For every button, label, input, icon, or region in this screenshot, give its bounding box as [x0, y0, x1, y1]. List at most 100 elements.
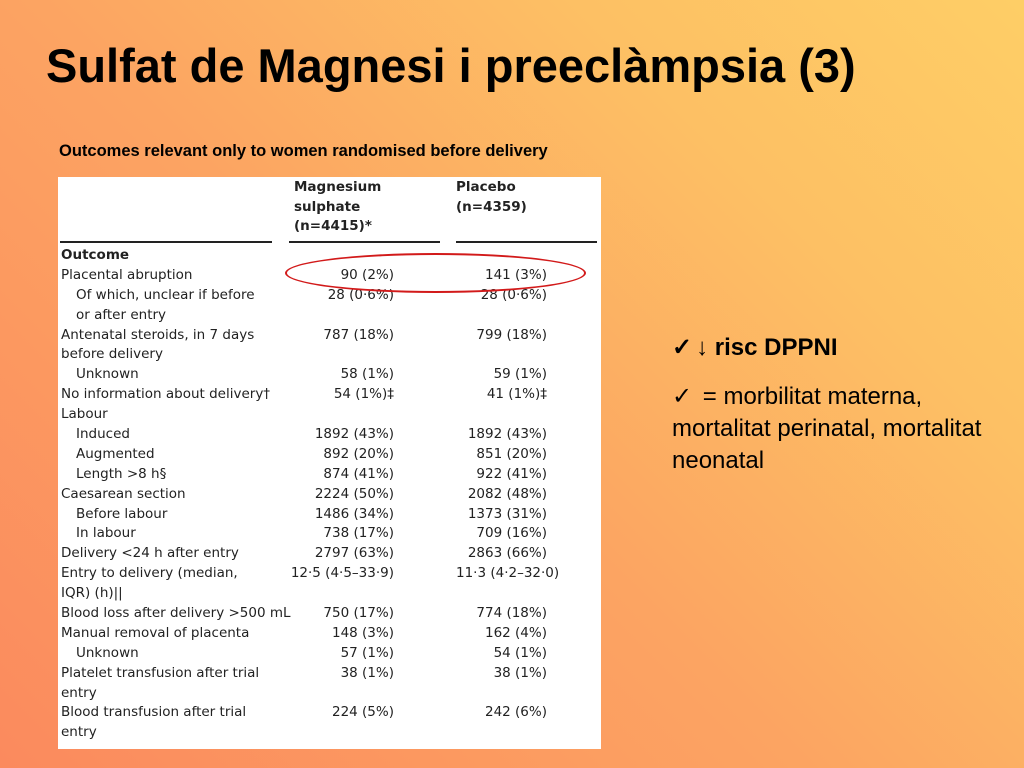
header-divider — [289, 241, 440, 243]
row-label: Outcome — [61, 247, 130, 263]
row-label: Placental abruption — [61, 266, 193, 283]
row-label: or after entry — [76, 306, 167, 323]
table-row: Labour — [58, 405, 601, 425]
header-magnesium: Magnesium sulphate (n=4415)* — [294, 178, 381, 237]
table-row: Delivery <24 h after entry 2797 (63%) 2863… — [58, 544, 601, 564]
placebo-value: 799 (18%) — [476, 326, 547, 343]
magnesium-value: 54 (1%)‡ — [333, 386, 394, 403]
row-label: before delivery — [61, 346, 163, 363]
placebo-value: 54 (1%) — [493, 644, 547, 661]
table-row: Augmented 892 (20%) 851 (20%) — [58, 445, 601, 465]
table-row: In labour 738 (17%) 709 (16%) — [58, 524, 601, 544]
placebo-value: 2082 (48%) — [467, 485, 547, 502]
magnesium-value: 148 (3%) — [331, 624, 394, 641]
table-row: Caesarean section 2224 (50%) 2082 (48%) — [58, 485, 601, 505]
magnesium-value: 738 (17%) — [323, 525, 394, 542]
row-label: Unknown — [76, 366, 139, 383]
header-magnesium-line: Magnesium — [294, 179, 382, 195]
table-row: Antenatal steroids, in 7 days 787 (18%) 79… — [58, 326, 601, 346]
row-label: Of which, unclear if before — [76, 286, 255, 303]
magnesium-value: 2797 (63%) — [314, 545, 394, 562]
table-row: Induced 1892 (43%) 1892 (43%) — [58, 425, 601, 445]
magnesium-value: 2224 (50%) — [314, 485, 394, 502]
row-label: Blood transfusion after trial — [61, 704, 247, 721]
row-label: Induced — [76, 426, 130, 443]
placebo-value: 242 (6%) — [484, 704, 547, 721]
row-label: entry — [61, 724, 97, 741]
row-label: No information about delivery† — [61, 386, 271, 403]
placebo-value: 774 (18%) — [476, 605, 547, 622]
placebo-value: 59 (1%) — [493, 366, 547, 383]
row-label: Before labour — [76, 505, 168, 522]
table-row: Length >8 h§ 874 (41%) 922 (41%) — [58, 465, 601, 485]
table-row: Blood loss after delivery >500 mL 750 (17… — [58, 604, 601, 624]
row-label: In labour — [76, 525, 136, 542]
table-row: entry — [58, 684, 601, 704]
header-divider — [60, 241, 272, 243]
header-placebo-line: Placebo — [456, 179, 516, 195]
placebo-value: 851 (20%) — [476, 445, 547, 462]
table-row: Entry to delivery (median, 12·5 (4·5–33·9… — [58, 564, 601, 584]
table-row: Manual removal of placenta 148 (3%) 162 (4… — [58, 624, 601, 644]
placebo-value: 41 (1%)‡ — [486, 386, 547, 403]
table-row: or after entry — [58, 306, 601, 326]
placebo-value: 38 (1%) — [493, 664, 547, 681]
table-row: IQR) (h)|| — [58, 584, 601, 604]
magnesium-value: 12·5 (4·5–33·9) — [290, 565, 394, 582]
row-label: Delivery <24 h after entry — [61, 545, 239, 562]
table-row: No information about delivery† 54 (1%)‡ 41… — [58, 385, 601, 405]
header-magnesium-line: (n=4415)* — [294, 218, 372, 234]
placebo-value: 11·3 (4·2–32·0) — [456, 565, 560, 582]
table-row: Unknown 58 (1%) 59 (1%) — [58, 365, 601, 385]
bullet-text: = morbilitat materna, mortalitat perinat… — [672, 383, 982, 474]
row-label: Labour — [61, 406, 108, 423]
placebo-value: 162 (4%) — [484, 624, 547, 641]
magnesium-value: 38 (1%) — [340, 664, 394, 681]
row-label: Antenatal steroids, in 7 days — [61, 326, 255, 343]
bullet-item: ✓ = morbilitat materna, mortalitat perin… — [672, 381, 1012, 477]
table-row: Unknown 57 (1%) 54 (1%) — [58, 644, 601, 664]
table-row: before delivery — [58, 345, 601, 365]
row-label: Platelet transfusion after trial — [61, 664, 260, 681]
table-row: Blood transfusion after trial 224 (5%) 242… — [58, 703, 601, 723]
row-label: IQR) (h)|| — [61, 585, 123, 602]
magnesium-value: 750 (17%) — [323, 605, 394, 622]
bullet-list: ✓ ↓ risc DPPNI ✓ = morbilitat materna, mo… — [672, 332, 1012, 494]
row-label: Length >8 h§ — [76, 465, 167, 482]
header-placebo: Placebo (n=4359) — [456, 178, 527, 217]
magnesium-value: 787 (18%) — [323, 326, 394, 343]
row-label: Entry to delivery (median, — [61, 565, 238, 582]
header-divider — [456, 241, 597, 243]
placebo-value: 1373 (31%) — [467, 505, 547, 522]
table-row: Before labour 1486 (34%) 1373 (31%) — [58, 505, 601, 525]
row-label: Manual removal of placenta — [61, 624, 250, 641]
table-body: Outcome Placental abruption 90 (2%) 141 (3%… — [58, 246, 601, 743]
check-icon: ✓ — [672, 383, 693, 410]
placebo-value: 2863 (66%) — [467, 545, 547, 562]
magnesium-value: 1892 (43%) — [314, 426, 394, 443]
magnesium-value: 224 (5%) — [331, 704, 394, 721]
check-icon: ✓ — [672, 334, 693, 361]
row-label: Augmented — [76, 445, 155, 462]
magnesium-value: 58 (1%) — [340, 366, 394, 383]
placebo-value: 709 (16%) — [476, 525, 547, 542]
magnesium-value: 892 (20%) — [323, 445, 394, 462]
bullet-text: ↓ risc DPPNI — [696, 334, 838, 361]
row-label: Blood loss after delivery >500 mL — [61, 605, 291, 622]
magnesium-value: 874 (41%) — [323, 465, 394, 482]
placebo-value: 1892 (43%) — [467, 426, 547, 443]
placebo-value: 922 (41%) — [476, 465, 547, 482]
slide-title: Sulfat de Magnesi i preeclàmpsia (3) — [46, 39, 856, 92]
table-row: Platelet transfusion after trial 38 (1%) 3… — [58, 664, 601, 684]
bullet-item: ✓ ↓ risc DPPNI — [672, 332, 1012, 364]
table-subtitle: Outcomes relevant only to women randomis… — [59, 142, 548, 160]
row-label: Caesarean section — [61, 485, 186, 502]
highlight-ellipse — [285, 253, 586, 293]
header-magnesium-line: sulphate — [294, 198, 361, 215]
magnesium-value: 57 (1%) — [340, 644, 394, 661]
magnesium-value: 1486 (34%) — [314, 505, 394, 522]
header-placebo-line: (n=4359) — [456, 198, 527, 215]
table-row: entry — [58, 723, 601, 743]
row-label: Unknown — [76, 644, 139, 661]
table-row: Outcome — [58, 246, 601, 266]
